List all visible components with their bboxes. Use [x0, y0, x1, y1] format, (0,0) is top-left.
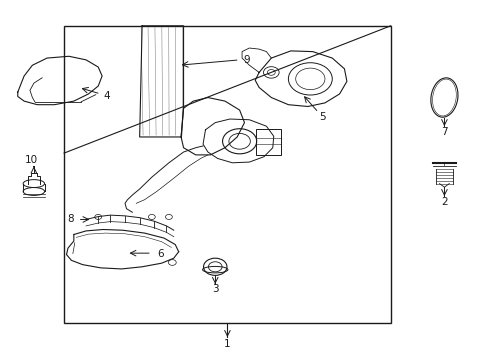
- Bar: [64, 26, 390, 323]
- Text: 3: 3: [211, 284, 218, 294]
- Text: 9: 9: [243, 55, 250, 65]
- Text: 6: 6: [157, 249, 163, 259]
- Bar: [256, 129, 280, 155]
- Text: 1: 1: [224, 339, 230, 349]
- Text: 10: 10: [24, 155, 38, 165]
- Text: 5: 5: [319, 112, 325, 122]
- Text: 4: 4: [103, 91, 110, 101]
- Text: 8: 8: [67, 215, 74, 224]
- Text: 2: 2: [440, 197, 447, 207]
- Text: 7: 7: [440, 127, 447, 136]
